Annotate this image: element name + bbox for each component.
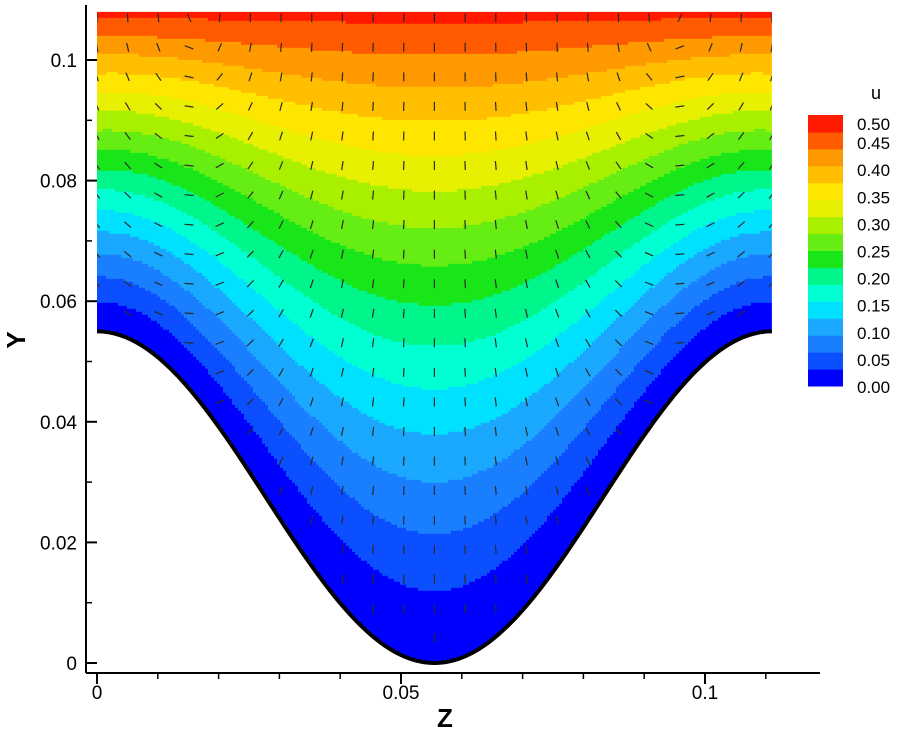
contour-cell [133, 345, 137, 349]
contour-cell [148, 357, 152, 361]
contour-cell [142, 351, 146, 355]
contour-cell [115, 342, 119, 346]
contour-cell [154, 366, 158, 370]
contour-cell [100, 342, 104, 346]
contour-cell [142, 357, 146, 361]
contour-cell [139, 354, 143, 358]
contour-cell [109, 342, 113, 346]
contour-cell [163, 369, 167, 373]
contour-cell [154, 363, 158, 367]
contour-cell [115, 339, 119, 343]
contour-cell [103, 342, 107, 346]
contour-cell [127, 348, 131, 352]
contour-cell [124, 345, 128, 349]
contour-cell [130, 345, 134, 349]
contour-cell [124, 342, 128, 346]
contour-cell [133, 351, 137, 355]
contour-cell [106, 342, 110, 346]
contour-cell [157, 363, 161, 367]
contour-cell [127, 342, 131, 346]
contour-cell [112, 339, 116, 343]
contour-cell [118, 339, 122, 343]
contour-cell [121, 342, 125, 346]
contour-cell [100, 339, 104, 343]
contour-cell [121, 345, 125, 349]
contour-cell [97, 339, 101, 343]
contour-cell [139, 348, 143, 352]
contour-cell [112, 336, 116, 340]
contour-cell [109, 339, 113, 343]
contour-cell [166, 375, 170, 379]
contour-cell [157, 366, 161, 370]
contour-cell [100, 336, 104, 340]
contour-cell [118, 345, 122, 349]
contour-cell [142, 354, 146, 358]
contour-cell [151, 357, 155, 361]
contour-cell [166, 372, 170, 376]
contour-cell [130, 348, 134, 352]
contour-cell [127, 345, 131, 349]
contour-cell [160, 369, 164, 373]
contour-cell [109, 336, 113, 340]
contour-cell [112, 342, 116, 346]
contour-cell [97, 336, 101, 340]
contour-cell [148, 360, 152, 364]
contour-cell [97, 342, 101, 346]
contour-cell [136, 348, 140, 352]
contour-cell [163, 372, 167, 376]
contour-cell [121, 339, 125, 343]
contour-cell [136, 351, 140, 355]
contour-cell [103, 339, 107, 343]
contour-cell [103, 336, 107, 340]
contour-cell [154, 360, 158, 364]
contour-cell [151, 360, 155, 364]
contour-cell [133, 348, 137, 352]
contour-cell [106, 336, 110, 340]
contour-cell [145, 354, 149, 358]
contour-cell [160, 366, 164, 370]
contour-cell [118, 342, 122, 346]
contour-cell [139, 351, 143, 355]
contour-cell [145, 357, 149, 361]
contour-cell [106, 339, 110, 343]
contour-cell [151, 363, 155, 367]
